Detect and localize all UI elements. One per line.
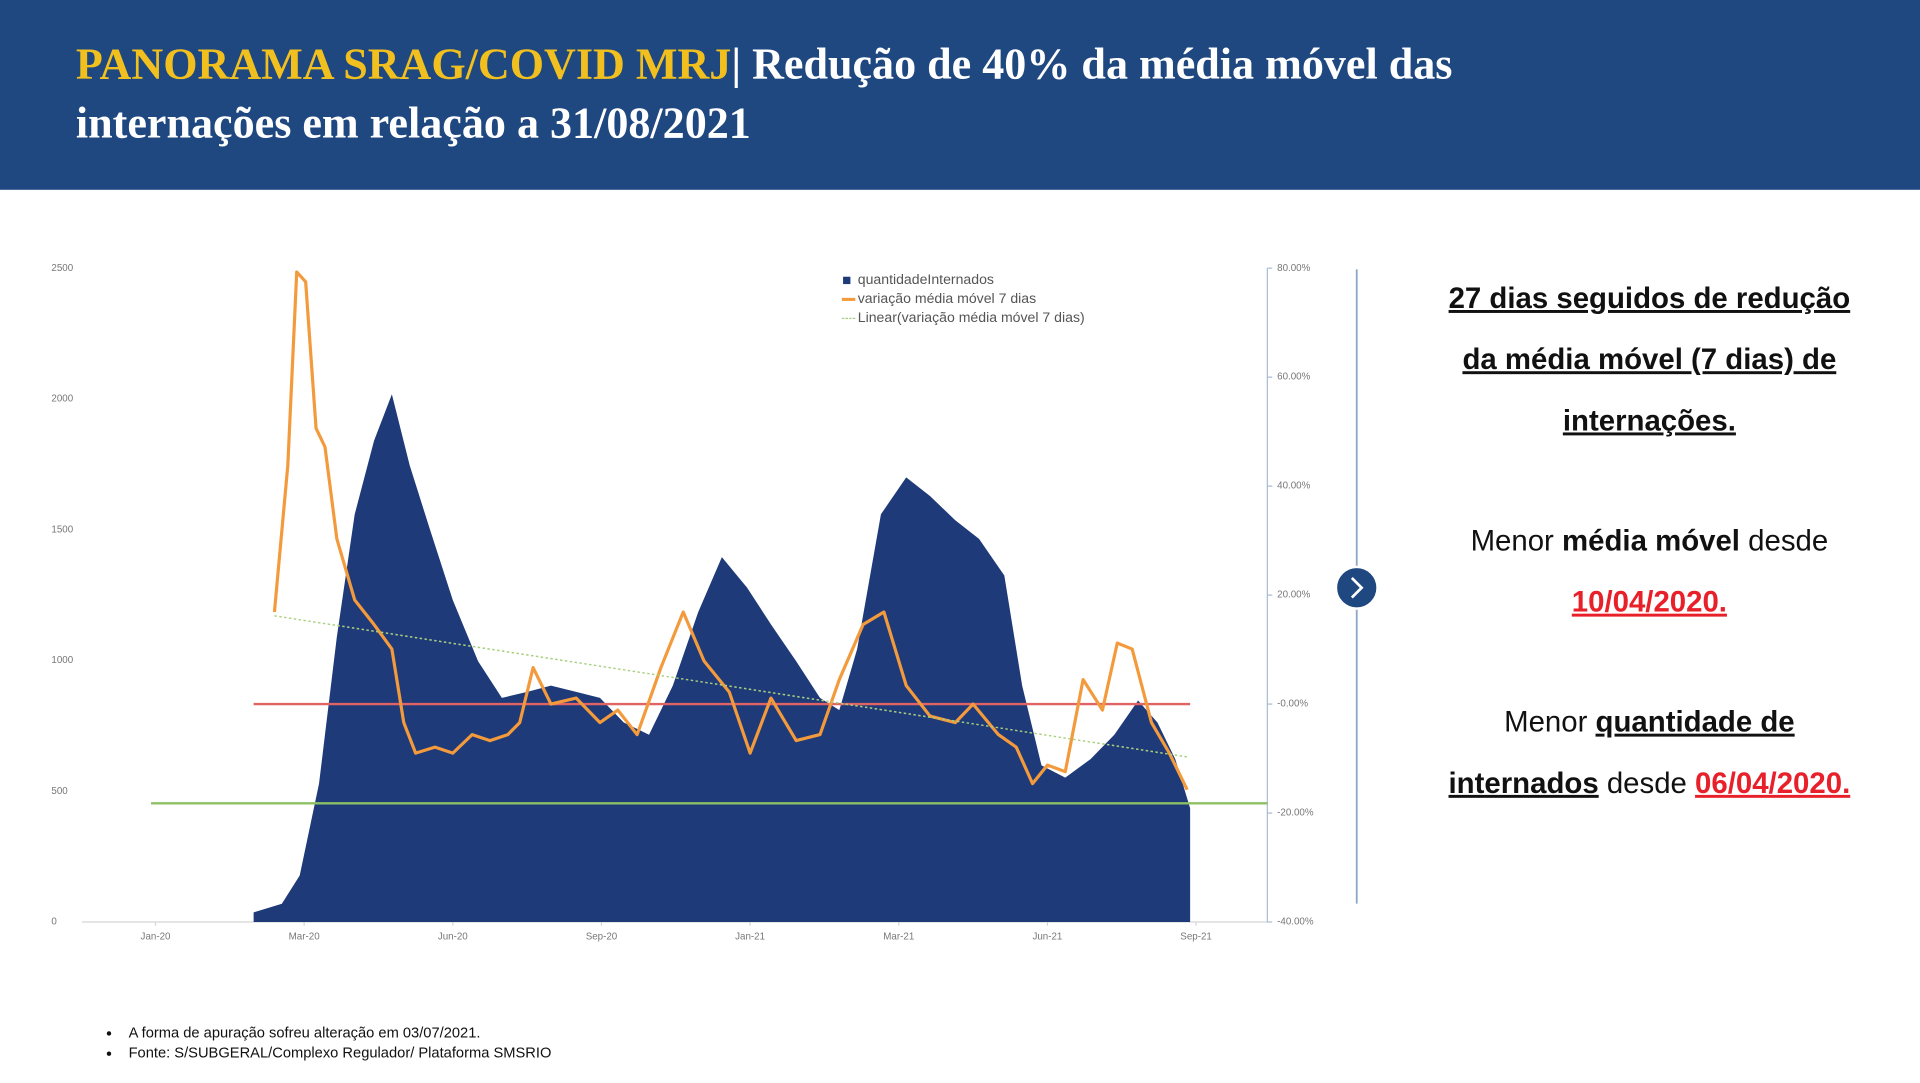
y-tick-label: 0 [51,917,57,928]
y2-tick-label: 80.00% [1277,263,1310,274]
text-run: quantidade de [1596,705,1795,738]
y2-tick-label: 60.00% [1277,372,1310,383]
bullet [106,1031,112,1036]
text-run: 27 dias seguidos de redução [1449,282,1851,315]
y-tick-label: 1000 [51,655,73,666]
y2-tick-label: -0.00% [1277,699,1308,710]
y-tick-label: 500 [51,786,68,797]
x-tick-label: Sep-21 [1180,931,1212,942]
x-tick-label: Jun-21 [1032,931,1062,942]
panel-line: 10/04/2020. [1572,585,1727,618]
y-tick-label: 1500 [51,524,73,535]
text-run: internações em relação a 31/08/2021 [76,98,751,147]
text-run: desde [1740,524,1828,557]
panel: 27 dias seguidos de redução da média móve… [1449,282,1851,800]
text-run: Menor [1504,705,1595,738]
line [272,270,1189,791]
text-run: PANORAMA SRAG/COVID MRJ [76,40,731,89]
next-button-circle[interactable] [1334,565,1379,610]
y-tick-label: 2500 [51,263,73,274]
legend-swatch [843,276,851,285]
y2-tick-label: 20.00% [1277,590,1310,601]
text-run: internados [1449,767,1599,800]
header-band [0,0,1920,190]
panel-line: Menor média móvel desde [1471,524,1829,557]
x-tick-label: Mar-20 [289,931,321,942]
legend-label: variação média móvel 7 dias [858,290,1036,306]
panel-line: internados desde 06/04/2020. [1449,767,1851,800]
y-tick-label: 2000 [51,394,73,405]
notes: A forma de apuração sofreu alteração em … [106,1025,552,1062]
text-run: Menor [1471,524,1562,557]
y2-tick-label: -20.00% [1277,808,1314,819]
text-run: | Redução de 40% da média móvel das [731,40,1452,89]
note: Fonte: S/SUBGERAL/Complexo Regulador/ Pl… [129,1046,552,1062]
header: PANORAMA SRAG/COVID MRJ| Redução de 40% … [76,40,1453,148]
chart: 0 500 1000 1500 2000 2500 80.00% 60.00% 40.00% 20… [51,263,1313,943]
title-line: PANORAMA SRAG/COVID MRJ| Redução de 40% … [76,40,1453,89]
text-run: desde [1599,767,1695,800]
trend-line [274,615,1188,758]
panel-line: internações. [1563,404,1736,437]
text-run: da média móvel (7 dias) de [1462,343,1836,376]
panel-line: 27 dias seguidos de redução [1449,282,1851,315]
y2-tick-label: 40.00% [1277,481,1310,492]
legend-label: Linear(variação média móvel 7 dias) [858,309,1085,325]
title-line: internações em relação a 31/08/2021 [76,98,751,147]
y2-tick-label: -40.00% [1277,917,1314,928]
text-run: média móvel [1562,524,1740,557]
area [253,394,1191,923]
x-tick-label: Sep-20 [586,931,618,942]
note: A forma de apuração sofreu alteração em … [129,1025,481,1041]
legend-label: quantidadeInternados [858,271,994,287]
next-button-chevron[interactable] [1350,577,1364,599]
text-run: 10/04/2020. [1572,585,1727,618]
text-run: internações. [1563,404,1736,437]
bullet [106,1051,112,1056]
x-tick-label: Jan-21 [735,931,765,942]
x-tick-label: Mar-21 [883,931,914,942]
panel-line: da média móvel (7 dias) de [1462,343,1836,376]
x-tick-label: Jan-20 [141,931,171,942]
next-button[interactable] [1334,565,1379,610]
panel-line: Menor quantidade de [1504,705,1795,738]
x-tick-label: Jun-20 [438,931,468,942]
text-run: 06/04/2020. [1695,767,1850,800]
